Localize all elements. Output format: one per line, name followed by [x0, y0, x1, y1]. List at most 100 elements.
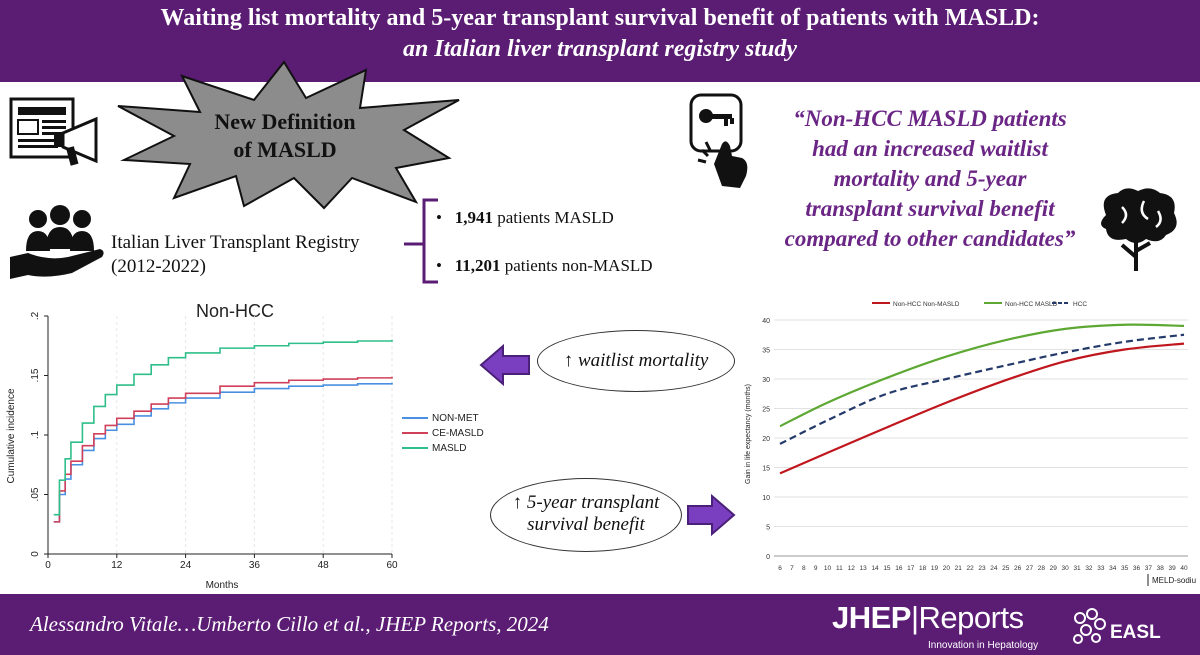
chart-2-x-tick-label: 20 [943, 565, 951, 572]
chart-2-ylabel: Gain in life expectancy (months) [745, 384, 752, 484]
chart-1-y-tick-label: .1 [30, 430, 41, 439]
chart-2-x-tick-label: 10 [824, 565, 832, 572]
chart-1-background [0, 296, 400, 594]
bullet-masld: • 1,941 patients MASLD [436, 208, 614, 228]
chart-2-series [779, 323, 1185, 475]
series-line-non-hcc-masld [779, 323, 1185, 428]
chart-2-x-tick-label: 15 [883, 565, 891, 572]
waitlist-mortality-text: ↑ waitlist mortality [563, 350, 709, 371]
quote-line-5: compared to other candidates” [784, 226, 1076, 251]
bullet-dot: • [436, 208, 442, 227]
chart-1-x-tick-label: 60 [386, 560, 398, 571]
quote-line-4: transplant survival benefit [805, 196, 1055, 221]
bullet-non-masld: • 11,201 patients non-MASLD [436, 256, 653, 276]
quote-line-2: had an increased waitlist [812, 136, 1048, 161]
chart-1-x-tick-label: 24 [180, 560, 192, 571]
chart-1-legend-box: NON-MET CE-MASLD MASLD [402, 411, 484, 456]
chart-2-x-tick-label: 32 [1085, 565, 1093, 572]
chart-2-x-tick-label: 40 [1180, 565, 1188, 572]
chart-2-x-tick-label: 19 [931, 565, 939, 572]
journal-bold: JHEP [832, 600, 911, 635]
chart-2-x-tick-label: 23 [978, 565, 986, 572]
chart-1-legend-swatch [402, 432, 428, 435]
starburst-text: New Definition of MASLD [170, 108, 400, 164]
chart-2-x-tick-label: 14 [871, 565, 879, 572]
easl-label: EASL [1110, 622, 1161, 643]
series-line-non-hcc-non-masld [779, 342, 1185, 475]
chart-2-x-tick-label: 31 [1073, 565, 1081, 572]
bullet-text: patients MASLD [492, 208, 614, 227]
footer-banner: Alessandro Vitale…Umberto Cillo et al., … [0, 594, 1200, 655]
chart-2-background [740, 294, 1196, 592]
chart-2-legend-label: Non-HCC MASLD [1005, 301, 1058, 308]
chart-2-y-tick-label: 40 [762, 318, 770, 325]
chart-2-x-tick-label: 16 [895, 565, 903, 572]
left-arrow-icon [479, 343, 530, 387]
chart-1-x-ticks: 0 12 24 36 48 60 [45, 554, 398, 571]
chart-1-legend-swatch [402, 417, 428, 420]
chart-1-xlabel: Months [206, 580, 239, 591]
chart-2-x-tick-label: 18 [919, 565, 927, 572]
chart-2-x-tick-label: 8 [802, 565, 806, 572]
key-click-icon [689, 93, 748, 188]
quote-line-3: mortality and 5-year [833, 166, 1027, 191]
chart-2-x-tick-label: 34 [1109, 565, 1117, 572]
chart-1-ylabel: Cumulative incidence [6, 388, 17, 483]
chart-1-series [53, 339, 393, 523]
chart-1-x-tick-label: 12 [111, 560, 123, 571]
easl-logo-icon [1073, 608, 1106, 644]
chart-2-x-tick-label: 27 [1026, 565, 1034, 572]
chart-2-x-tick-label: 12 [848, 565, 856, 572]
chart-2-y-tick-label: 35 [762, 348, 770, 355]
chart-2-x-tick-label: 38 [1157, 565, 1165, 572]
chart-2-legend: Non-HCC Non-MASLD Non-HCC MASLD HCC [872, 301, 1087, 308]
jhep-reports-logo: JHEP|Reports Innovation in Hepatology [832, 600, 1038, 651]
registry-line-1: Italian Liver Transplant Registry [111, 232, 360, 253]
survival-benefit-line-1: ↑ 5-year transplant [512, 492, 660, 513]
chart-2-x-tick-label: 13 [860, 565, 868, 572]
bullet-text: patients non-MASLD [500, 256, 653, 275]
chart-2-y-tick-label: 30 [762, 377, 770, 384]
key-finding-quote: “Non-HCC MASLD patients had an increased… [745, 104, 1115, 254]
survival-benefit-oval: ↑ 5-year transplant survival benefit [490, 478, 682, 552]
starburst-line-2: of MASLD [233, 137, 337, 162]
chart-1-legend-label: MASLD [432, 443, 467, 454]
title-line-2: an Italian liver transplant registry stu… [402, 36, 798, 62]
chart-2-legend-label: HCC [1073, 301, 1087, 308]
chart-non-hcc: Non-HCC 0 .05 .1 .15 .2 0 12 24 36 48 60 Months C… [0, 296, 400, 594]
chart-2-x-tick-label: 11 [836, 565, 843, 572]
chart-1-y-tick-label: .2 [30, 311, 41, 320]
chart-2-x-tick-label: 7 [790, 565, 794, 572]
chart-1-legend-label: CE-MASLD [432, 428, 484, 439]
registry-bracket [404, 198, 438, 284]
chart-1-legend-item: CE-MASLD [402, 426, 484, 441]
chart-2-y-tick-label: 25 [762, 407, 770, 414]
chart-1-legend-swatch [402, 447, 428, 450]
chart-2-x-tick-label: 39 [1169, 565, 1177, 572]
chart-2-x-tick-label: 29 [1050, 565, 1058, 572]
chart-2-y-tick-label: 0 [766, 554, 770, 561]
chart-2-x-tick-label: 33 [1097, 565, 1105, 572]
chart-2-y-tick-label: 20 [762, 436, 770, 443]
chart-2-x-tick-label: 28 [1038, 565, 1046, 572]
journal-separator: | [910, 600, 919, 635]
chart-2-x-tick-label: 24 [990, 565, 998, 572]
chart-1-grid [116, 316, 393, 554]
citation: Alessandro Vitale…Umberto Cillo et al., … [30, 612, 549, 636]
chart-2-x-tick-label: 36 [1133, 565, 1141, 572]
chart-2-y-tick-label: 5 [766, 525, 770, 532]
chart-2-x-tick-label: 21 [955, 565, 963, 572]
chart-1-y-tick-label: 0 [30, 551, 41, 557]
chart-1-legend-item: MASLD [402, 441, 482, 456]
journal-thin: Reports [918, 600, 1025, 635]
chart-2-x-ticks: 6 7 8 9 10 11 12 13 14 15 16 17 18 19 20 21 22 23 24 25 26 27… [778, 565, 1188, 572]
chart-2-legend-label: Non-HCC Non-MASLD [893, 301, 960, 308]
bullet-dot: • [436, 256, 442, 275]
chart-2-y-tick-label: 10 [762, 495, 770, 502]
chart-1-legend-label: NON-MET [432, 413, 479, 424]
journal-subtitle: Innovation in Hepatology [928, 640, 1039, 651]
chart-2-x-tick-label: 35 [1121, 565, 1129, 572]
chart-2-y-ticks: 0 5 10 15 20 25 30 35 40 [762, 318, 770, 561]
series-line-hcc [779, 333, 1185, 445]
chart-2-x-tick-label: 17 [907, 565, 915, 572]
